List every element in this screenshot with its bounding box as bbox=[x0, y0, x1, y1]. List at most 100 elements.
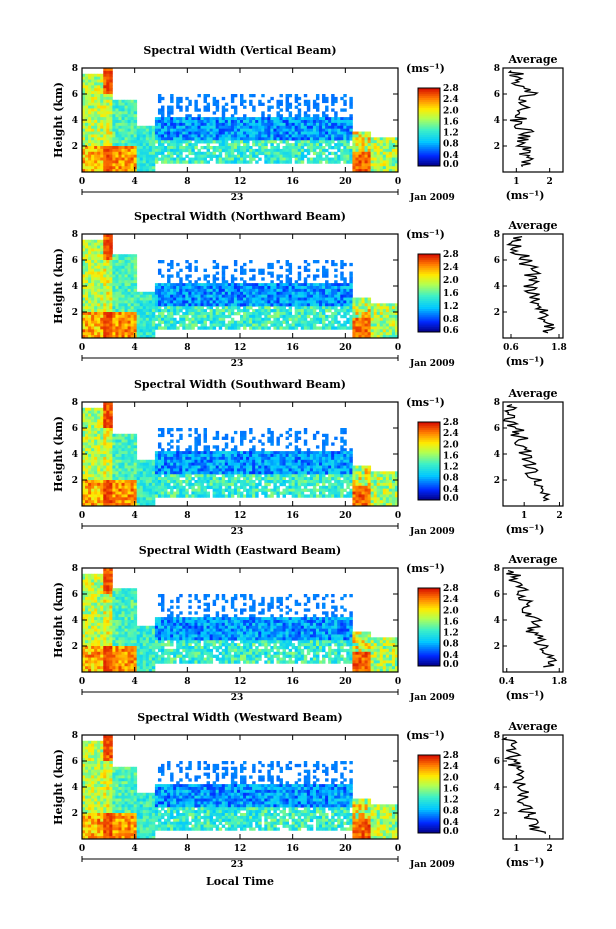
heatmap-cell bbox=[212, 280, 217, 284]
heatmap-cell bbox=[91, 433, 95, 438]
heatmap-cell bbox=[279, 154, 283, 158]
heatmap-cell bbox=[303, 303, 308, 307]
heatmap-cell bbox=[264, 326, 268, 330]
heatmap-cell bbox=[100, 248, 104, 252]
heatmap-cell bbox=[352, 300, 356, 304]
heatmap-cell bbox=[179, 140, 183, 144]
heatmap-cell bbox=[103, 131, 107, 135]
heatmap-cell bbox=[100, 451, 104, 455]
heatmap-cell bbox=[343, 283, 347, 287]
colorbar-swatch bbox=[418, 308, 440, 311]
heatmap-cell bbox=[176, 439, 180, 443]
heatmap-cell bbox=[315, 312, 320, 316]
avg-y-tick-label: 2 bbox=[494, 308, 500, 318]
heatmap-cell bbox=[337, 154, 341, 158]
heatmap-cell bbox=[279, 137, 283, 141]
heatmap-cell bbox=[319, 157, 323, 161]
heatmap-cell bbox=[331, 94, 335, 98]
heatmap-cell bbox=[176, 428, 180, 432]
heatmap-cell bbox=[343, 94, 347, 98]
heatmap-cell bbox=[142, 151, 147, 156]
heatmap-cell bbox=[151, 317, 156, 322]
heatmap-cell bbox=[303, 122, 308, 127]
heatmap-cell bbox=[352, 326, 356, 330]
heatmap-cell bbox=[221, 306, 226, 310]
heatmap-cell bbox=[215, 137, 220, 141]
heatmap-cell bbox=[170, 111, 174, 115]
heatmap-cell bbox=[164, 459, 168, 464]
x-tick-label: 8 bbox=[184, 177, 190, 187]
heatmap-cell bbox=[246, 160, 250, 164]
heatmap-cell bbox=[376, 148, 381, 153]
heatmap-cell bbox=[382, 306, 387, 310]
heatmap-cell bbox=[121, 280, 125, 284]
heatmap-cell bbox=[358, 151, 362, 156]
heatmap-cell bbox=[243, 154, 247, 158]
colorbar-swatch bbox=[418, 275, 440, 278]
heatmap-cell bbox=[191, 288, 195, 293]
heatmap-cell bbox=[106, 323, 110, 327]
heatmap-cell bbox=[273, 291, 277, 296]
heatmap-cell bbox=[154, 117, 159, 121]
heatmap-cell bbox=[215, 291, 220, 296]
heatmap-cell bbox=[103, 111, 107, 115]
heatmap-cell bbox=[106, 303, 110, 307]
heatmap-cell bbox=[82, 160, 86, 164]
heatmap-cell bbox=[282, 283, 286, 287]
heatmap-cell bbox=[224, 283, 229, 287]
heatmap-cell bbox=[127, 148, 132, 153]
heatmap-cell bbox=[170, 105, 174, 109]
heatmap-cell bbox=[212, 314, 217, 319]
heatmap-cell bbox=[230, 94, 235, 98]
heatmap-cell bbox=[136, 309, 141, 313]
heatmap-cell bbox=[167, 309, 171, 313]
heatmap-cell bbox=[394, 303, 398, 307]
figure-panels: Spectral Width (Vertical Beam)2468Height… bbox=[52, 44, 567, 888]
heatmap-cell bbox=[312, 274, 317, 278]
heatmap-cell bbox=[121, 465, 125, 469]
heatmap-cell bbox=[188, 303, 192, 307]
heatmap-cell bbox=[82, 320, 86, 324]
heatmap-cell bbox=[118, 146, 122, 150]
heatmap-cell bbox=[179, 131, 183, 135]
heatmap-cell bbox=[148, 314, 153, 319]
heatmap-cell bbox=[227, 291, 232, 296]
heatmap-cell bbox=[221, 280, 226, 284]
heatmap-cell bbox=[349, 128, 353, 132]
heatmap-cell bbox=[118, 335, 122, 338]
heatmap-cell bbox=[82, 494, 86, 498]
heatmap-cell bbox=[379, 143, 384, 147]
heatmap-cell bbox=[212, 131, 217, 135]
heatmap-cell bbox=[85, 242, 89, 246]
heatmap-cell bbox=[133, 442, 138, 446]
heatmap-cell bbox=[173, 288, 177, 293]
heatmap-cell bbox=[303, 94, 308, 98]
heatmap-cell bbox=[103, 154, 107, 158]
heatmap-cell bbox=[139, 335, 144, 338]
heatmap-cell bbox=[236, 306, 241, 310]
heatmap-cell bbox=[85, 257, 89, 261]
heatmap-cell bbox=[233, 148, 238, 153]
heatmap-cell bbox=[194, 143, 198, 147]
heatmap-cell bbox=[118, 280, 122, 284]
heatmap-cell bbox=[106, 265, 110, 270]
heatmap-cell bbox=[185, 323, 189, 327]
heatmap-cell bbox=[115, 485, 119, 490]
heatmap-cell bbox=[109, 234, 113, 238]
heatmap-cell bbox=[300, 286, 305, 290]
heatmap-cell bbox=[167, 314, 171, 319]
heatmap-cell bbox=[209, 154, 214, 158]
heatmap-cell bbox=[273, 294, 277, 298]
heatmap-cell bbox=[340, 151, 344, 156]
heatmap-cell bbox=[85, 323, 89, 327]
heatmap-cell bbox=[188, 120, 192, 124]
heatmap-cell bbox=[185, 131, 189, 135]
heatmap-cell bbox=[97, 280, 101, 284]
heatmap-cell bbox=[124, 268, 128, 272]
heatmap-cell bbox=[167, 428, 171, 432]
heatmap-cell bbox=[170, 117, 174, 121]
heatmap-cell bbox=[103, 265, 107, 270]
heatmap-cell bbox=[85, 166, 89, 170]
heatmap-cell bbox=[94, 143, 98, 147]
heatmap-cell bbox=[85, 430, 89, 435]
